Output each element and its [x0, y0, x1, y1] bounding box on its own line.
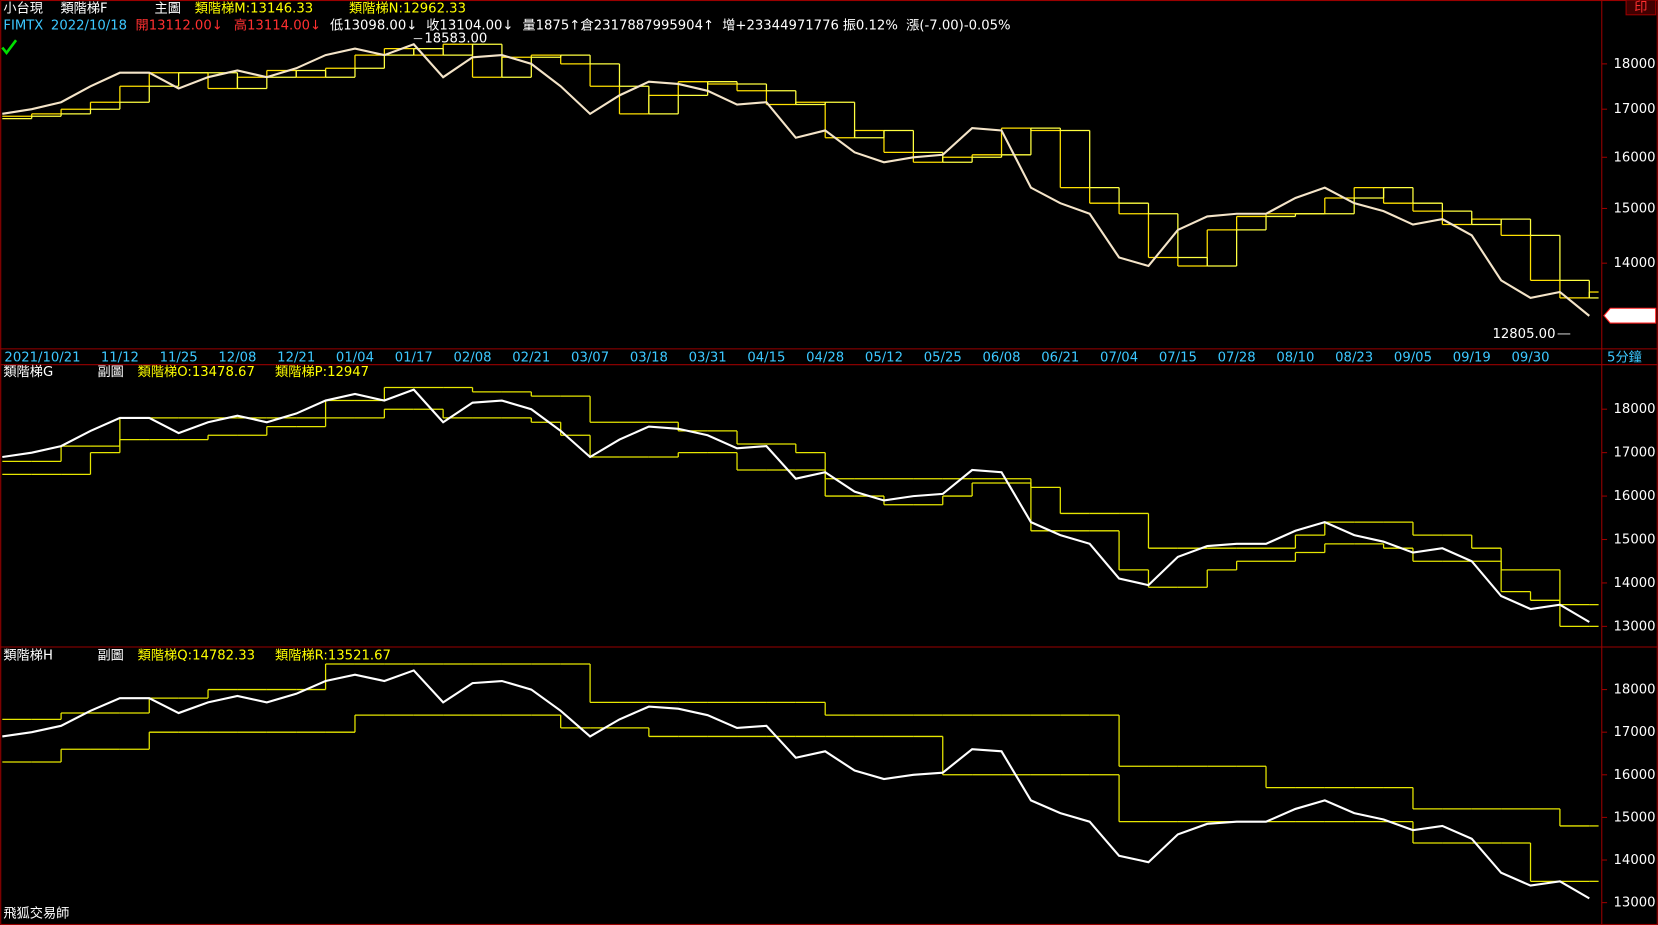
quote-close: 收13104.00↓	[426, 17, 513, 33]
x-tick-label: 09/05	[1394, 350, 1432, 365]
print-button[interactable]	[1625, 0, 1657, 16]
x-tick-label: 06/21	[1041, 350, 1079, 365]
quote-date: 2022/10/18	[51, 18, 127, 33]
quote-low: 低13098.00↓	[330, 17, 417, 33]
y-tick-label: 18000	[1614, 57, 1656, 72]
y-tick-label: 16000	[1614, 489, 1656, 504]
legend-entry: 類階梯Q:14782.33	[138, 647, 255, 663]
y-tick-label: 13000	[1614, 619, 1656, 634]
low-label: 12805.00	[1492, 327, 1555, 342]
period[interactable]: 5分鐘	[1607, 348, 1642, 365]
print-label[interactable]: 印	[1634, 0, 1647, 15]
legend-entry: 類階梯M:13146.33	[195, 0, 313, 16]
quote-code: FIMTX	[3, 18, 43, 33]
x-tick-label: 04/28	[806, 350, 844, 365]
x-tick-label: 03/07	[571, 350, 609, 365]
panel-title: 類階梯G	[3, 364, 53, 380]
x-tick-label: 12/21	[277, 350, 315, 365]
y-tick-label: 16000	[1614, 768, 1656, 783]
price-line	[2, 669, 1590, 900]
y-tick-label: 17000	[1614, 102, 1656, 117]
quote-open-interest: 倉2317887995904↑	[581, 17, 714, 33]
x-tick-label: 07/28	[1218, 350, 1256, 365]
quote-change-oi: 增+23344971776	[722, 17, 839, 33]
panel-title: 類階梯H	[3, 647, 53, 663]
y-tick-label: 16000	[1614, 150, 1656, 165]
legend-entry: 類階梯N:12962.33	[349, 0, 466, 16]
x-tick-label: 06/08	[982, 350, 1020, 365]
legend-entry: 類階梯P:12947	[275, 364, 369, 380]
x-tick-label: 12/08	[218, 350, 256, 365]
x-tick-label: 02/21	[512, 350, 550, 365]
y-tick-label: 15000	[1614, 810, 1656, 825]
x-tick-label: 04/15	[747, 350, 785, 365]
x-tick-label: 07/15	[1159, 350, 1197, 365]
x-tick-label: 09/19	[1453, 350, 1491, 365]
x-tick-label: 07/04	[1100, 350, 1138, 365]
quote-change: 漲(-7.00)-0.05%	[906, 17, 1010, 33]
y-tick-label: 17000	[1614, 446, 1656, 461]
panel-label: 副圖	[97, 364, 123, 380]
y-tick-label: 14000	[1614, 853, 1656, 868]
footer-brand: 飛狐交易師	[3, 904, 69, 921]
high-label: 18583.00	[424, 32, 487, 47]
y-tick-label: 15000	[1614, 533, 1656, 548]
last-price-label: 13104	[1612, 309, 1654, 324]
x-tick-label: 08/10	[1276, 350, 1314, 365]
panel-title: 類階梯F	[60, 0, 107, 16]
quote-open: 開13112.00↓	[136, 18, 223, 33]
check-icon	[1, 39, 18, 56]
quote-amplitude: 振0.12%	[843, 17, 898, 33]
y-tick-label: 18000	[1614, 402, 1656, 417]
x-tick-label: 02/08	[454, 350, 492, 365]
x-tick-label: 05/25	[924, 350, 962, 365]
price-line	[2, 388, 1590, 623]
x-tick-label: 03/18	[630, 350, 668, 365]
y-tick-label: 14000	[1614, 256, 1656, 271]
panel-label: 副圖	[97, 647, 123, 663]
last-price-box	[1603, 307, 1657, 324]
x-tick-label: 03/31	[689, 350, 727, 365]
x-tick-label: 11/12	[101, 350, 139, 365]
x-tick-label: 05/12	[865, 350, 903, 365]
x-tick-label: 01/04	[336, 350, 374, 365]
quote-high: 高13114.00↓	[234, 16, 321, 33]
y-tick-label: 18000	[1614, 683, 1656, 698]
y-tick-label: 14000	[1614, 576, 1656, 591]
y-tick-label: 15000	[1614, 201, 1656, 216]
quote-volume: 量1875↑	[522, 17, 580, 33]
panel-label: 主圖	[155, 0, 181, 16]
legend-entry: 類階梯R:13521.67	[275, 647, 391, 663]
x-tick-label: 08/23	[1335, 350, 1373, 365]
x-tick-label: 11/25	[160, 350, 198, 365]
price-line	[2, 43, 1590, 317]
y-tick-label: 13000	[1614, 896, 1656, 911]
x-tick-label: 09/30	[1511, 350, 1549, 365]
symbol: 小台現	[3, 0, 43, 16]
x-tick-label: 01/17	[395, 350, 433, 365]
x-tick-label: 2021/10/21	[4, 350, 80, 365]
legend-entry: 類階梯O:13478.67	[138, 364, 255, 380]
y-tick-label: 17000	[1614, 725, 1656, 740]
